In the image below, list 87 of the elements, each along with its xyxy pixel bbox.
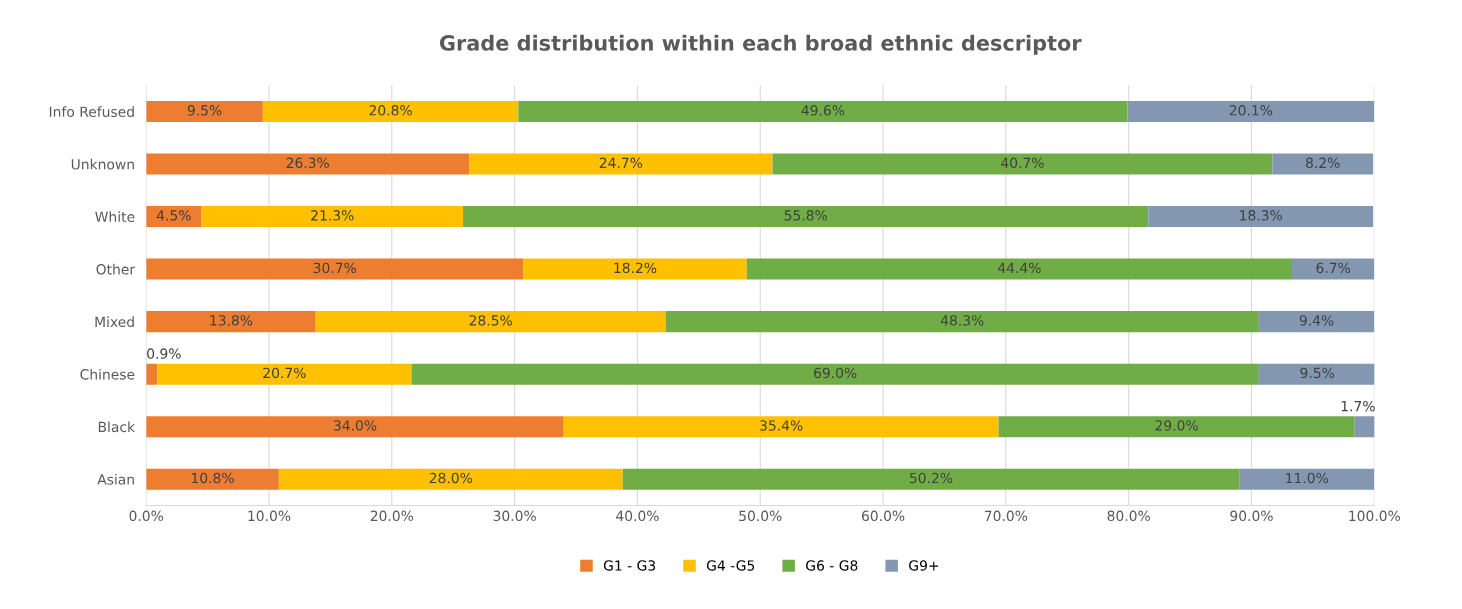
data-label: 69.0% xyxy=(814,367,857,379)
bar xyxy=(746,258,1292,280)
legend-label: G9+ xyxy=(909,560,939,571)
data-label: 0.9% xyxy=(147,348,181,359)
data-label: 40.7% xyxy=(1001,157,1044,169)
bar xyxy=(1354,416,1375,438)
data-label: 29.0% xyxy=(1155,420,1198,431)
data-label: 35.4% xyxy=(760,420,803,431)
bar xyxy=(262,101,519,123)
bar xyxy=(1127,101,1375,123)
data-label: 9.5% xyxy=(187,105,222,116)
x-tick-label: 100.0% xyxy=(1349,510,1400,522)
bar xyxy=(563,416,999,438)
y-tick-label: Asian xyxy=(97,473,134,485)
bar xyxy=(772,153,1273,175)
bar xyxy=(1292,258,1375,280)
y-tick-label: Mixed xyxy=(95,316,134,328)
x-tick-label: 80.0% xyxy=(1107,510,1150,522)
data-label: 6.7% xyxy=(1316,262,1351,274)
bar xyxy=(518,101,1128,123)
bar xyxy=(665,311,1259,333)
bar xyxy=(278,468,623,490)
data-label: 28.0% xyxy=(429,472,473,484)
x-tick-label: 0.0% xyxy=(129,510,164,522)
bar xyxy=(146,468,279,490)
y-tick-label: Chinese xyxy=(80,368,135,380)
data-label: 34.0% xyxy=(333,420,377,431)
data-label: 30.7% xyxy=(313,262,356,274)
bar xyxy=(998,416,1355,438)
x-tick-label: 20.0% xyxy=(370,510,414,522)
bar xyxy=(1258,363,1375,385)
data-label: 26.3% xyxy=(286,157,329,169)
chart-title: Grade distribution within each broad ethnic descriptor xyxy=(439,34,1082,55)
data-label: 4.5% xyxy=(156,210,191,221)
bar xyxy=(146,416,564,438)
x-tick-label: 60.0% xyxy=(861,510,905,522)
y-tick-label: Unknown xyxy=(71,158,134,170)
data-label: 20.1% xyxy=(1229,105,1273,116)
x-tick-label: 30.0% xyxy=(493,510,536,522)
data-label: 20.7% xyxy=(263,367,306,379)
bar xyxy=(146,153,470,175)
bar xyxy=(315,311,666,333)
bar xyxy=(1239,468,1375,490)
data-label: 55.8% xyxy=(784,210,827,221)
bar xyxy=(201,206,464,228)
bar xyxy=(523,258,747,280)
data-label: 8.2% xyxy=(1306,157,1340,169)
bar xyxy=(622,468,1240,490)
legend-label: G1 - G3 xyxy=(603,560,656,571)
data-label: 13.8% xyxy=(210,315,253,326)
data-label: 18.2% xyxy=(614,262,657,274)
legend-label: G4 -G5 xyxy=(706,560,755,571)
data-label: 44.4% xyxy=(997,262,1041,274)
data-label: 18.3% xyxy=(1240,210,1282,221)
y-tick-label: Other xyxy=(96,263,136,275)
bar xyxy=(411,363,1259,385)
data-label: 21.3% xyxy=(311,210,354,221)
data-label: 24.7% xyxy=(599,157,643,169)
data-label: 9.4% xyxy=(1299,315,1334,326)
y-tick-label: Black xyxy=(98,421,136,433)
data-label: 49.6% xyxy=(801,105,845,116)
data-label: 9.5% xyxy=(1300,367,1335,379)
data-label: 20.8% xyxy=(369,105,412,116)
data-label: 28.5% xyxy=(469,315,512,326)
y-tick-label: Info Refused xyxy=(49,106,134,117)
bar xyxy=(1272,153,1374,175)
bar xyxy=(469,153,773,175)
legend-label: G6 - G8 xyxy=(806,560,858,571)
x-tick-label: 70.0% xyxy=(984,510,1028,522)
data-label: 50.2% xyxy=(909,472,953,484)
bar xyxy=(157,363,412,385)
data-label: 48.3% xyxy=(940,315,984,326)
bar xyxy=(1258,311,1375,333)
bar xyxy=(146,258,524,280)
bar xyxy=(146,101,263,123)
y-tick-label: White xyxy=(95,211,135,223)
x-tick-label: 90.0% xyxy=(1230,510,1273,522)
x-tick-label: 40.0% xyxy=(616,510,659,522)
x-tick-label: 50.0% xyxy=(739,510,782,522)
data-label: 11.0% xyxy=(1286,472,1329,484)
data-label: 1.7% xyxy=(1341,400,1375,412)
bar xyxy=(1148,206,1374,228)
x-tick-label: 10.0% xyxy=(248,510,291,522)
bar xyxy=(146,311,316,333)
data-label: 10.8% xyxy=(191,472,234,484)
bar xyxy=(146,363,158,385)
bar xyxy=(463,206,1149,228)
